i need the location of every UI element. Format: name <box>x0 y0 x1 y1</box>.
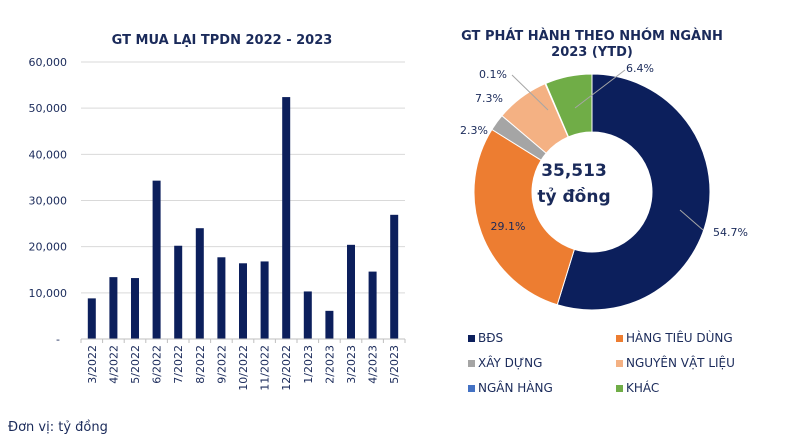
bar-3/2022 <box>87 298 96 339</box>
slice-khác <box>545 73 593 138</box>
bar-x-axis: 3/2022 4/2022 5/2022 6/2022 7/2022 8/2022 9/20… <box>80 338 406 391</box>
slice-label: 6.4% <box>626 62 654 75</box>
donut-center-value: 35,513 <box>541 161 607 181</box>
y-tick-label: 50,000 <box>29 102 68 115</box>
slice-label: 54.7% <box>713 226 748 239</box>
legend-swatch <box>468 334 475 342</box>
bar-6/2022 <box>152 180 161 339</box>
legend-swatch <box>616 359 623 367</box>
legend-label: NGÂN HÀNG <box>478 381 553 395</box>
y-tick-label: 30,000 <box>29 195 68 208</box>
bar-5/2022 <box>131 278 139 339</box>
legend-swatch <box>616 384 623 392</box>
legend-swatch <box>468 359 475 367</box>
bar-4/2022 <box>109 277 118 339</box>
legend-label: XÂY DỰNG <box>478 356 543 370</box>
legend-swatch <box>468 384 475 392</box>
legend-item: BĐS <box>468 331 503 345</box>
donut-title-line2: 2023 (YTD) <box>551 45 633 60</box>
slice-bđs <box>556 73 711 311</box>
x-tick-label: 5/2022 <box>129 345 142 384</box>
bar-y-axis: - 10,000 20,000 30,000 40,000 50,000 60,000 <box>29 56 68 346</box>
legend-label: BĐS <box>478 331 504 345</box>
bar-11/2022 <box>260 261 269 339</box>
y-tick-label: 60,000 <box>29 56 68 69</box>
x-tick-label: 3/2022 <box>86 345 99 384</box>
legend-item: XÂY DỰNG <box>468 356 542 370</box>
x-tick-label: 1/2023 <box>302 345 315 384</box>
legend-label: HÀNG TIÊU DÙNG <box>626 331 733 345</box>
x-tick-label: 10/2022 <box>237 345 250 391</box>
bar-2/2023 <box>325 310 334 339</box>
bar-1/2023 <box>303 291 312 339</box>
slice-label: 0.1% <box>479 68 507 81</box>
legend-label: KHÁC <box>626 381 660 395</box>
legend-item: HÀNG TIÊU DÙNG <box>616 331 733 345</box>
bar-8/2022 <box>195 228 204 339</box>
bar-7/2022 <box>174 245 183 339</box>
legend-item: KHÁC <box>616 381 659 395</box>
bar-3/2023 <box>347 244 355 339</box>
bar-10/2022 <box>239 263 247 339</box>
x-tick-label: 5/2023 <box>388 345 401 384</box>
x-tick-label: 8/2022 <box>194 345 207 384</box>
y-tick-label: 10,000 <box>29 287 68 300</box>
x-tick-label: 6/2022 <box>151 345 164 384</box>
slice-label: 29.1% <box>491 220 526 233</box>
bar-chart-title: GT MUA LẠI TPDN 2022 - 2023 <box>112 33 333 48</box>
donut-data-labels: 54.7% 29.1% 2.3% 7.3% 0.1% 6.4% <box>460 62 748 239</box>
y-tick-label: - <box>56 333 60 346</box>
legend-item: NGUYÊN VẬT LIỆU <box>616 356 735 370</box>
legend-swatch <box>616 334 623 342</box>
y-tick-label: 40,000 <box>29 148 68 161</box>
bar-9/2022 <box>217 257 226 339</box>
bar-4/2023 <box>368 271 377 339</box>
x-tick-label: 4/2023 <box>367 345 380 384</box>
legend-item: NGÂN HÀNG <box>468 381 553 395</box>
donut-center-unit: tỷ đồng <box>537 186 610 207</box>
unit-footnote: Đơn vị: tỷ đồng <box>8 420 108 435</box>
bar-12/2022 <box>282 97 291 339</box>
donut-slices <box>473 73 711 311</box>
legend-label: NGUYÊN VẬT LIỆU <box>626 356 735 370</box>
donut-title-line1: GT PHÁT HÀNH THEO NHÓM NGÀNH <box>461 28 723 44</box>
x-tick-label: 11/2022 <box>259 345 272 391</box>
leader-line <box>679 209 704 231</box>
slice-label: 2.3% <box>460 124 488 137</box>
x-tick-label: 3/2023 <box>345 345 358 384</box>
slice-label: 7.3% <box>475 92 503 105</box>
x-tick-label: 7/2022 <box>172 345 185 384</box>
y-tick-label: 20,000 <box>29 241 68 254</box>
leader-line <box>574 69 626 109</box>
bar-gridlines <box>81 61 405 294</box>
x-tick-label: 2/2023 <box>323 345 336 384</box>
bar-5/2023 <box>390 214 399 339</box>
x-tick-label: 4/2022 <box>107 345 120 384</box>
x-tick-label: 12/2022 <box>280 345 293 391</box>
slice-hàng-tiêu-dùng <box>473 128 575 306</box>
leader-line <box>511 74 549 111</box>
x-tick-label: 9/2022 <box>215 345 228 384</box>
bar-series <box>87 97 399 339</box>
